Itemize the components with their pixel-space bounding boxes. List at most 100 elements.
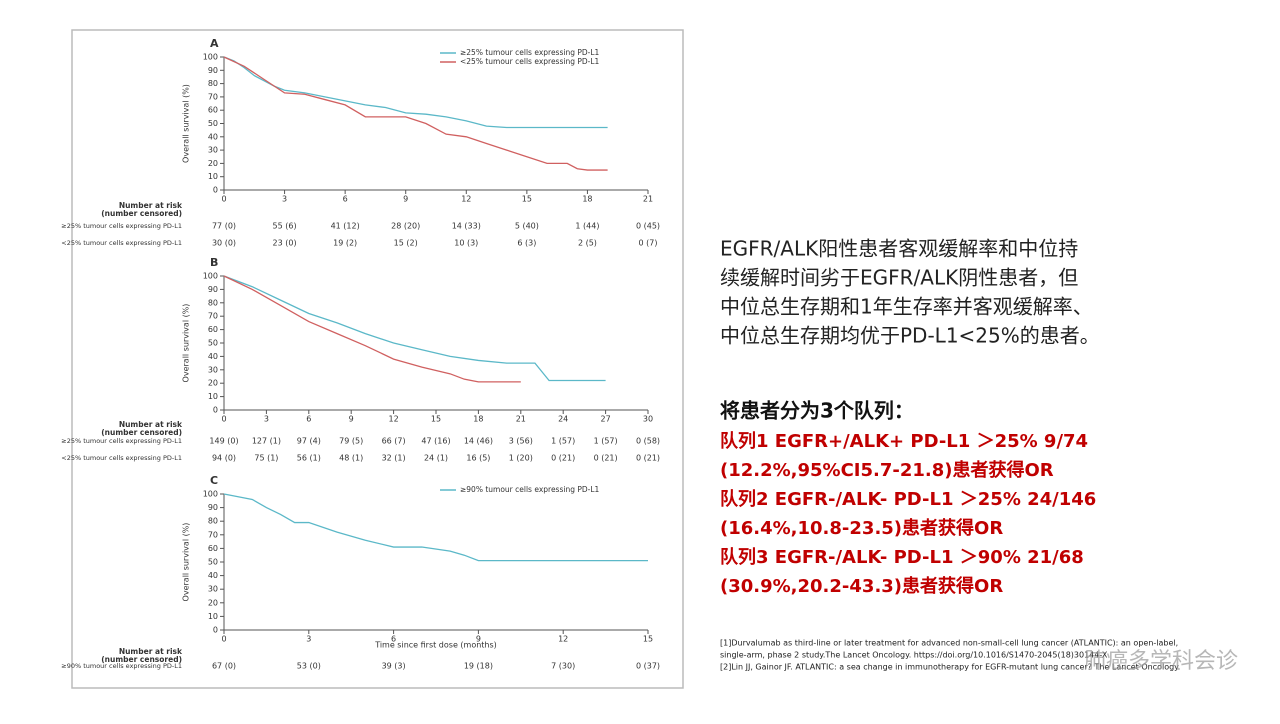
x-tick-label: 6 bbox=[391, 635, 396, 644]
risk-count: 14 (33) bbox=[452, 222, 481, 231]
risk-count: 48 (1) bbox=[339, 454, 363, 463]
risk-count: 47 (16) bbox=[421, 437, 450, 446]
x-tick-label: 12 bbox=[558, 635, 568, 644]
y-tick-label: 70 bbox=[208, 92, 218, 101]
risk-count: 19 (2) bbox=[333, 239, 357, 248]
risk-count: 77 (0) bbox=[212, 222, 236, 231]
risk-row-label: ≥25% tumour cells expressing PD-L1 bbox=[61, 437, 182, 445]
risk-table-title: (number censored) bbox=[101, 209, 182, 218]
y-tick-label: 20 bbox=[208, 598, 218, 607]
risk-count: 0 (21) bbox=[551, 454, 575, 463]
risk-count: 1 (44) bbox=[575, 222, 599, 231]
y-tick-label: 0 bbox=[213, 406, 218, 415]
risk-count: 30 (0) bbox=[212, 239, 236, 248]
risk-count: 127 (1) bbox=[252, 437, 281, 446]
x-tick-label: 3 bbox=[264, 415, 269, 424]
legend-label: ≥25% tumour cells expressing PD-L1 bbox=[460, 48, 600, 57]
y-tick-label: 60 bbox=[208, 325, 218, 334]
x-tick-label: 6 bbox=[306, 415, 311, 424]
x-tick-label: 15 bbox=[643, 635, 653, 644]
summary-line: EGFR/ALK阳性患者客观缓解率和中位持 bbox=[720, 237, 1078, 261]
watermark: 肺癌多学科会诊 bbox=[1084, 649, 1238, 674]
risk-count: 67 (0) bbox=[212, 662, 236, 671]
cohort-line: (30.9%,20.2-43.3)患者获得OR bbox=[720, 575, 1003, 597]
x-tick-label: 12 bbox=[389, 415, 399, 424]
risk-row-label: ≥90% tumour cells expressing PD-L1 bbox=[61, 662, 182, 670]
x-tick-label: 3 bbox=[306, 635, 311, 644]
risk-count: 55 (6) bbox=[273, 222, 297, 231]
cohort-line: (12.2%,95%CI5.7-21.8)患者获得OR bbox=[720, 459, 1054, 481]
cohort-line: 队列1 EGFR+/ALK+ PD-L1 ＞25% 9/74 bbox=[720, 430, 1088, 452]
cohort-line: 队列3 EGFR-/ALK- PD-L1 ＞90% 21/68 bbox=[720, 546, 1084, 568]
y-tick-label: 90 bbox=[208, 503, 218, 512]
cohort-heading: 将患者分为3个队列： bbox=[720, 399, 914, 423]
y-tick-label: 40 bbox=[208, 571, 218, 580]
risk-count: 2 (5) bbox=[578, 239, 597, 248]
x-tick-label: 0 bbox=[221, 635, 226, 644]
risk-count: 94 (0) bbox=[212, 454, 236, 463]
y-tick-label: 60 bbox=[208, 106, 218, 115]
y-axis-label: Overall survival (%) bbox=[182, 304, 191, 383]
reference: single-arm, phase 2 study.The Lancet Onc… bbox=[720, 651, 1108, 660]
risk-row-label: ≥25% tumour cells expressing PD-L1 bbox=[61, 222, 182, 230]
legend-label: <25% tumour cells expressing PD-L1 bbox=[460, 57, 600, 66]
y-tick-label: 0 bbox=[213, 186, 218, 195]
x-tick-label: 15 bbox=[431, 415, 441, 424]
risk-count: 0 (21) bbox=[636, 454, 660, 463]
risk-row-label: <25% tumour cells expressing PD-L1 bbox=[61, 239, 182, 247]
y-tick-label: 50 bbox=[208, 558, 218, 567]
x-tick-label: 9 bbox=[349, 415, 354, 424]
panel-letter: A bbox=[210, 37, 219, 50]
y-axis-label: Overall survival (%) bbox=[182, 84, 191, 163]
risk-count: 41 (12) bbox=[331, 222, 360, 231]
y-tick-label: 0 bbox=[213, 626, 218, 635]
risk-count: 149 (0) bbox=[209, 437, 238, 446]
risk-count: 66 (7) bbox=[382, 437, 406, 446]
survival-curve bbox=[223, 275, 521, 383]
x-tick-label: 9 bbox=[403, 195, 408, 204]
risk-count: 0 (37) bbox=[636, 662, 660, 671]
risk-count: 3 (56) bbox=[509, 437, 533, 446]
y-tick-label: 90 bbox=[208, 66, 218, 75]
x-tick-label: 30 bbox=[643, 415, 653, 424]
y-tick-label: 20 bbox=[208, 159, 218, 168]
risk-count: 14 (46) bbox=[464, 437, 493, 446]
risk-count: 39 (3) bbox=[382, 662, 406, 671]
x-tick-label: 15 bbox=[522, 195, 532, 204]
risk-table-title: Number at risk bbox=[119, 420, 183, 429]
x-tick-label: 18 bbox=[473, 415, 483, 424]
cohort-line: (16.4%,10.8-23.5)患者获得OR bbox=[720, 517, 1003, 539]
y-tick-label: 60 bbox=[208, 544, 218, 553]
risk-count: 5 (40) bbox=[515, 222, 539, 231]
risk-count: 24 (1) bbox=[424, 454, 448, 463]
y-tick-label: 80 bbox=[208, 517, 218, 526]
risk-count: 75 (1) bbox=[254, 454, 278, 463]
risk-count: 53 (0) bbox=[297, 662, 321, 671]
x-tick-label: 21 bbox=[516, 415, 526, 424]
x-tick-label: 6 bbox=[343, 195, 348, 204]
risk-count: 0 (45) bbox=[636, 222, 660, 231]
risk-count: 6 (3) bbox=[517, 239, 536, 248]
x-tick-label: 12 bbox=[461, 195, 471, 204]
x-tick-label: 9 bbox=[476, 635, 481, 644]
y-tick-label: 80 bbox=[208, 298, 218, 307]
risk-count: 0 (21) bbox=[594, 454, 618, 463]
reference: [2]Lin JJ, Gainor JF. ATLANTIC: a sea ch… bbox=[720, 663, 1180, 672]
x-axis-label: Time since first dose (months) bbox=[374, 641, 497, 650]
y-tick-label: 10 bbox=[208, 172, 218, 181]
y-tick-label: 100 bbox=[203, 490, 218, 499]
risk-row-label: <25% tumour cells expressing PD-L1 bbox=[61, 454, 182, 462]
x-tick-label: 21 bbox=[643, 195, 653, 204]
risk-table-title: Number at risk bbox=[119, 201, 183, 210]
x-tick-label: 27 bbox=[601, 415, 611, 424]
y-tick-label: 100 bbox=[203, 272, 218, 281]
risk-count: 28 (20) bbox=[391, 222, 420, 231]
y-tick-label: 10 bbox=[208, 392, 218, 401]
survival-curve bbox=[223, 56, 608, 171]
y-tick-label: 40 bbox=[208, 132, 218, 141]
survival-curve bbox=[223, 56, 608, 129]
survival-curve bbox=[223, 275, 606, 382]
risk-count: 0 (58) bbox=[636, 437, 660, 446]
risk-count: 16 (5) bbox=[466, 454, 490, 463]
risk-count: 97 (4) bbox=[297, 437, 321, 446]
